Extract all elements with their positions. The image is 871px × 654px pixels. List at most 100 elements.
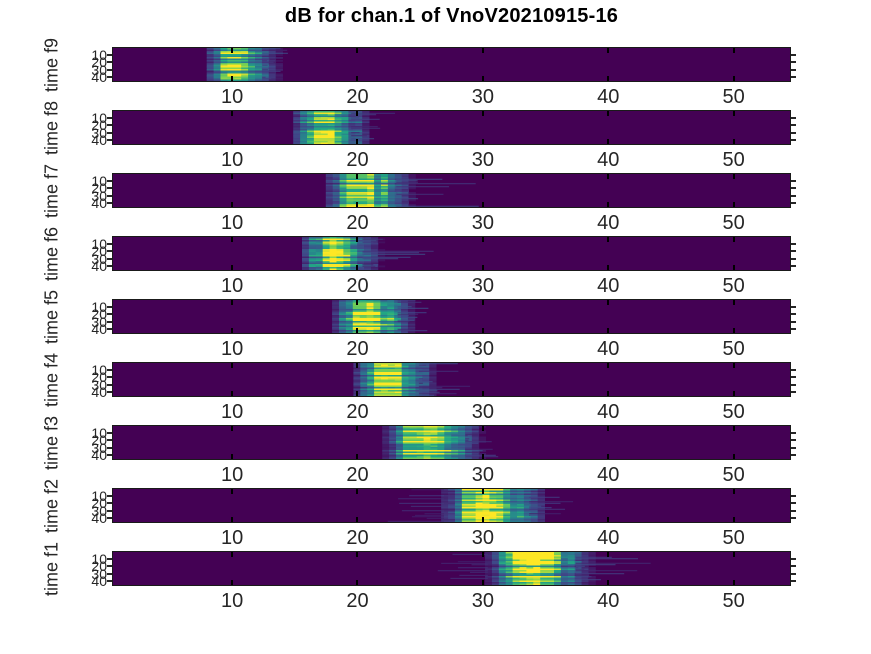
heatmap-cell [459, 574, 488, 576]
heatmap-cell [353, 196, 361, 199]
heatmap-cell [491, 571, 500, 574]
heatmap-cell [113, 174, 790, 207]
heatmap-cell [362, 264, 374, 266]
heatmap-cell [268, 54, 277, 56]
heatmap-cell [262, 76, 266, 78]
y-tick-mark [107, 579, 112, 582]
heatmap-strip [113, 552, 790, 586]
heatmap-cell [315, 252, 324, 254]
heatmap-cell [444, 429, 452, 431]
heatmap-cell [268, 73, 277, 76]
heatmap-cell [357, 256, 365, 259]
heatmap-cell [334, 132, 342, 134]
heatmap-cell [523, 517, 532, 520]
heatmap-cell [234, 52, 242, 55]
heatmap-cell [380, 330, 388, 332]
x-tick-mark [607, 328, 610, 333]
heatmap-cell [382, 427, 390, 430]
heatmap-cell [416, 439, 425, 442]
heatmap-cell [353, 181, 361, 184]
heatmap-cell [396, 441, 404, 443]
heatmap-cell [437, 436, 445, 439]
heatmap-cell [360, 204, 368, 206]
heatmap-cell [387, 178, 396, 181]
heatmap-cell [338, 331, 347, 334]
heatmap-cell [320, 124, 329, 127]
heatmap-cell [234, 67, 242, 70]
heatmap-cell [498, 558, 507, 560]
heatmap-cell [418, 390, 438, 392]
heatmap-cell [301, 247, 310, 250]
heatmap-cell [320, 142, 329, 145]
heatmap-cell [275, 64, 283, 67]
heatmap-cell [444, 442, 452, 445]
heatmap-cell [357, 252, 365, 254]
heatmap-cell [389, 453, 397, 455]
y-tick-label: 10 [91, 361, 107, 378]
heatmap-cell [394, 196, 403, 199]
heatmap-cell [336, 238, 344, 241]
heatmap-cell [293, 133, 301, 136]
heatmap-cell [475, 492, 483, 494]
heatmap-cell [537, 490, 545, 493]
heatmap-cell [491, 577, 500, 580]
y-tick-label: 40 [91, 572, 107, 589]
heatmap-cell [581, 571, 589, 574]
heatmap-cell [373, 304, 381, 307]
heatmap-cell [262, 49, 288, 51]
heatmap-cell [581, 565, 589, 568]
heatmap-cell [397, 312, 427, 314]
heatmap-cell [397, 307, 429, 309]
heatmap-cell [327, 138, 335, 140]
heatmap-cell [454, 489, 463, 491]
heatmap-cell [401, 385, 409, 388]
heatmap-cell [482, 501, 490, 503]
heatmap-cell [355, 115, 363, 118]
heatmap-cell [300, 117, 308, 119]
heatmap-cell [553, 577, 562, 580]
heatmap-cell [320, 139, 329, 142]
heatmap-cell [275, 67, 283, 70]
heatmap-cell [360, 372, 368, 374]
heatmap-cell [407, 318, 416, 320]
heatmap-cell [360, 201, 368, 203]
heatmap-cell [254, 54, 263, 56]
heatmap-cell [339, 196, 347, 199]
x-tick-mark [356, 139, 359, 144]
heatmap-cell [313, 126, 322, 128]
heatmap-cell [454, 514, 463, 517]
heatmap-cell [359, 318, 367, 320]
heatmap-cell [322, 264, 330, 266]
heatmap-cell [370, 244, 379, 247]
x-tick-label: 20 [346, 275, 369, 297]
heatmap-cell [373, 324, 381, 326]
heatmap-cell [241, 75, 249, 77]
heatmap-cell [364, 243, 372, 245]
heatmap-cell [526, 582, 534, 584]
heatmap-cell [338, 324, 347, 326]
heatmap-cell [517, 519, 525, 521]
heatmap-cell [485, 562, 493, 565]
heatmap-cell [213, 67, 221, 70]
heatmap-cell [523, 502, 532, 505]
heatmap-cell [581, 555, 589, 557]
heatmap-cell [409, 439, 418, 442]
heatmap-cell [374, 196, 382, 199]
heatmap-cell [334, 141, 342, 143]
heatmap-cell [360, 363, 368, 365]
heatmap-cell [526, 558, 534, 560]
heatmap-cell [322, 243, 330, 245]
heatmap-cell [262, 61, 274, 63]
heatmap-cell [444, 438, 452, 440]
heatmap-cell [489, 504, 497, 506]
heatmap-cell [329, 249, 337, 251]
heatmap-cell [407, 327, 416, 329]
heatmap-cell [523, 511, 532, 514]
y-tick-label: 10 [91, 550, 107, 567]
heatmap-cell [489, 508, 497, 511]
heatmap-cell [464, 435, 473, 437]
heatmap-cell [366, 322, 374, 325]
heatmap-cell [401, 310, 409, 313]
heatmap-cell [454, 492, 463, 494]
heatmap-cell [334, 135, 342, 137]
